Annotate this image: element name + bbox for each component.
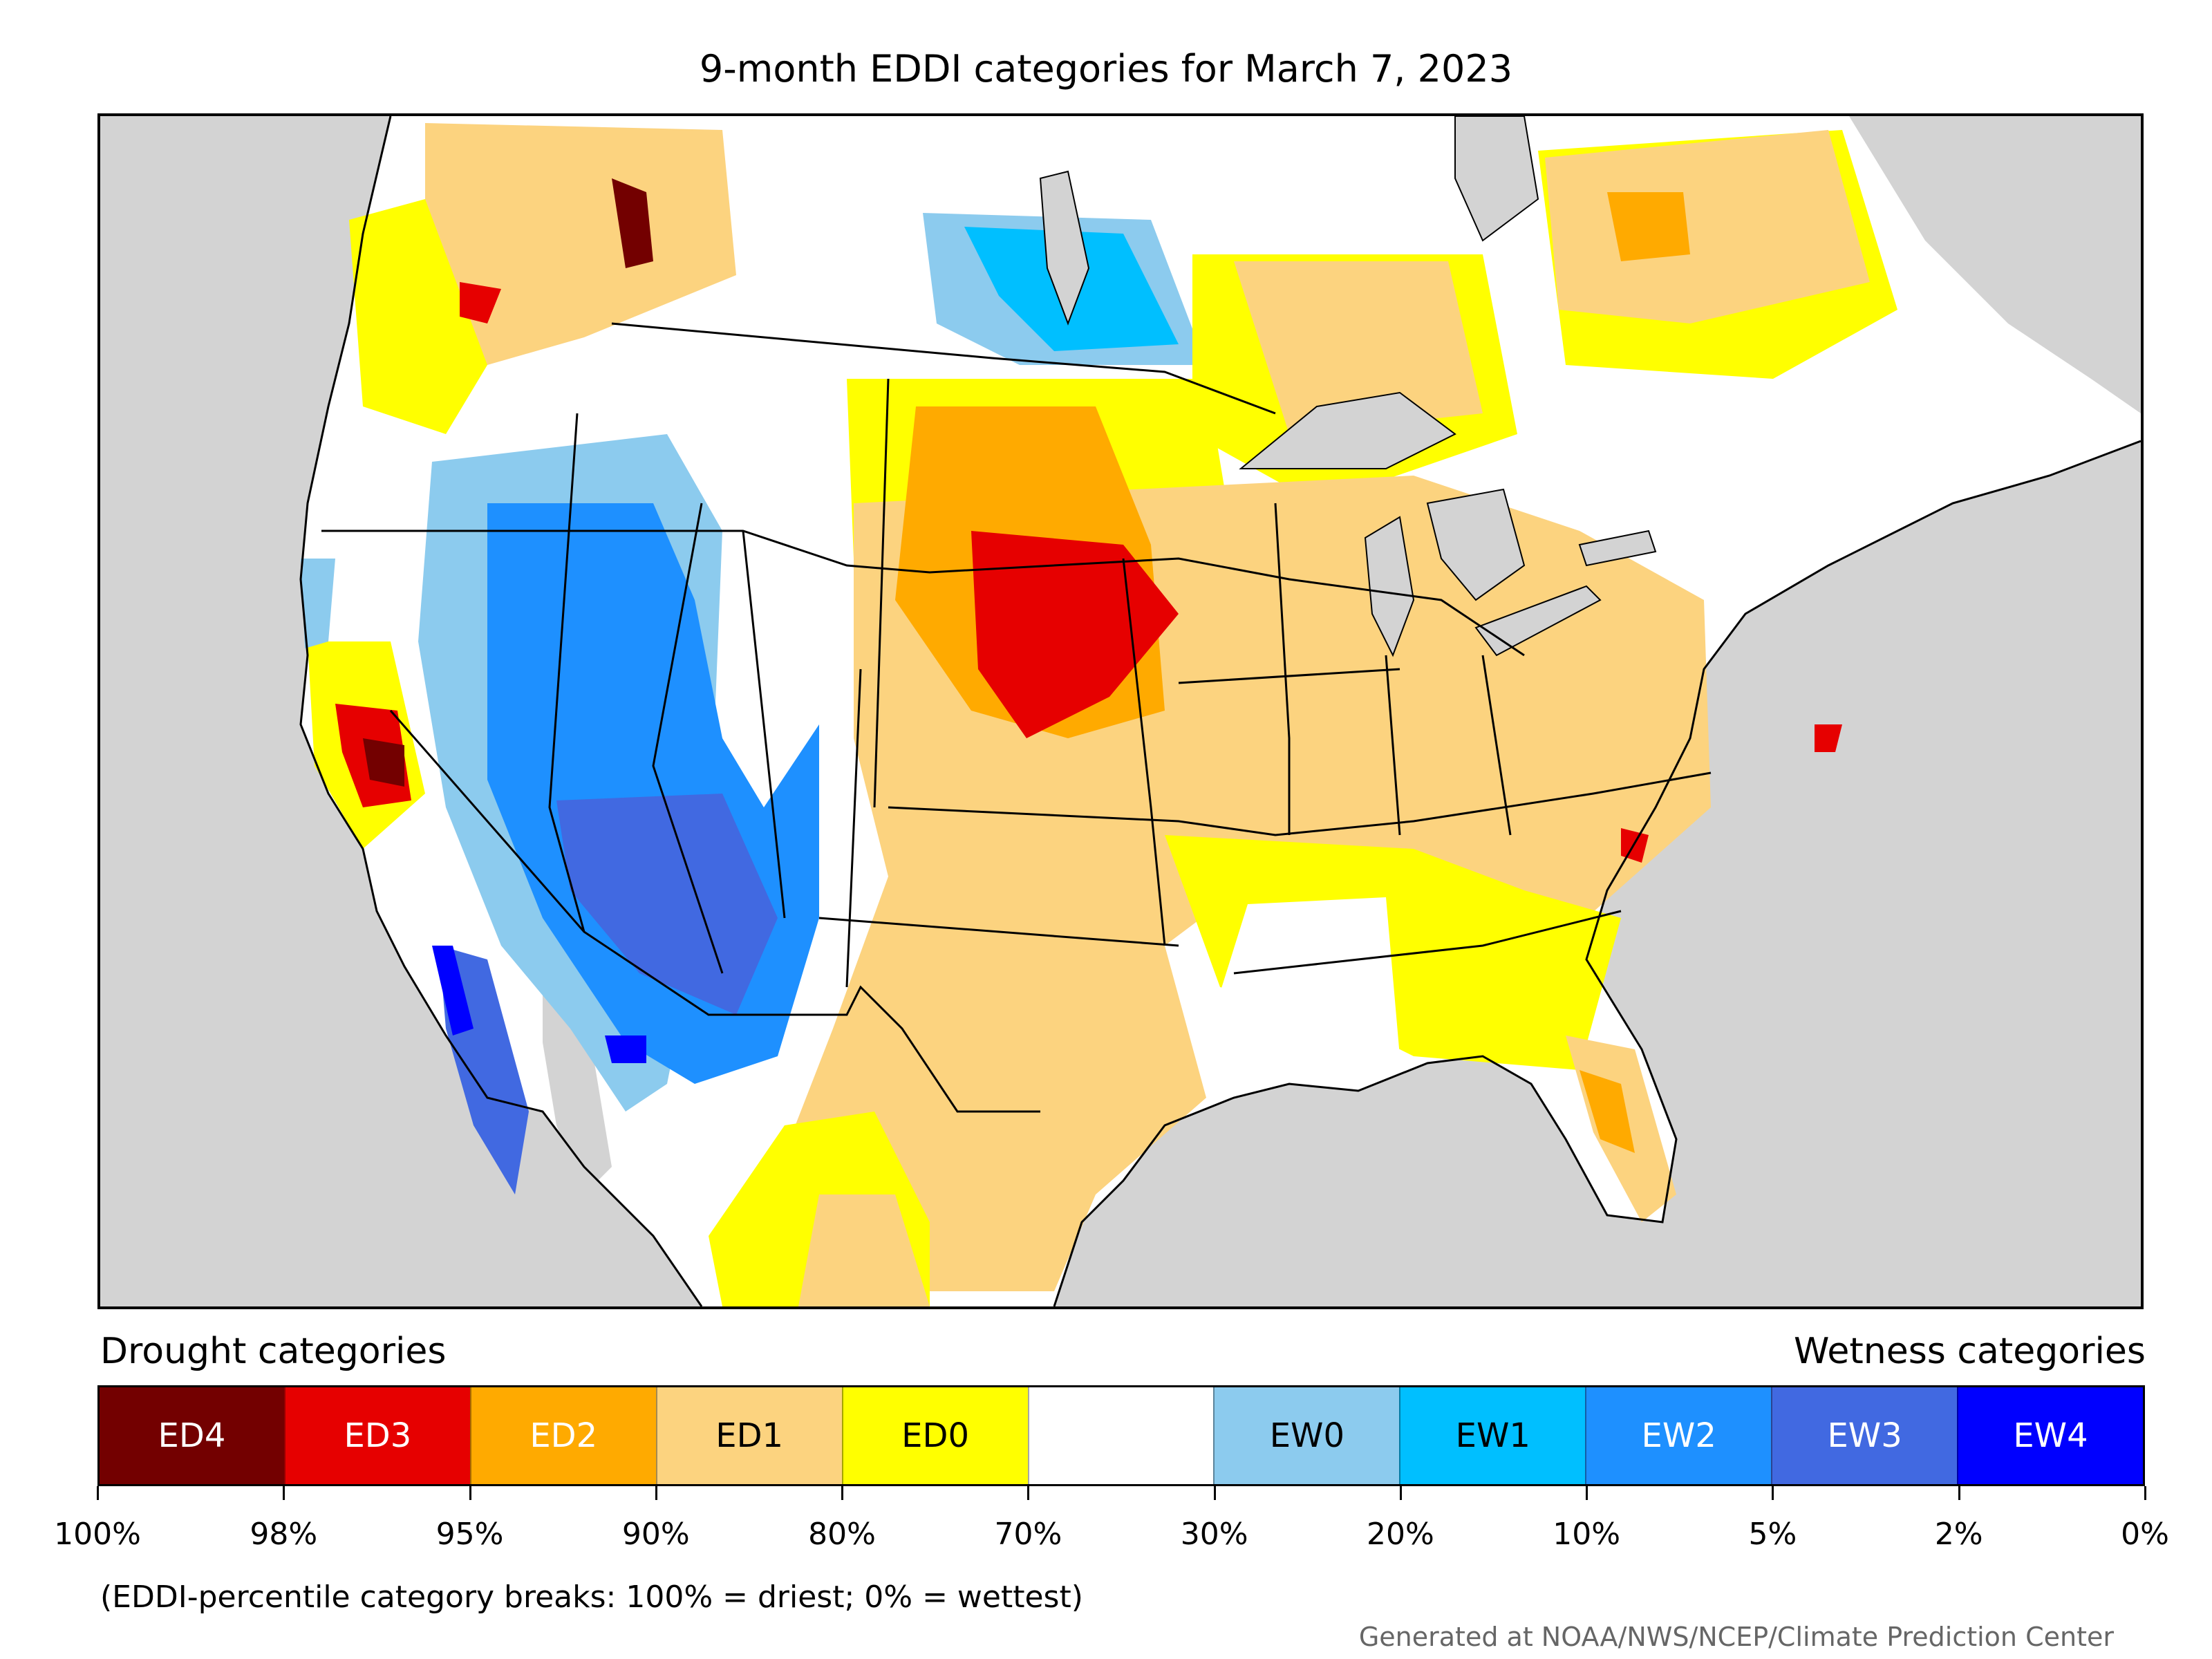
tick-label: 100% xyxy=(54,1517,141,1552)
state-boundaries xyxy=(321,322,1712,1113)
tick-label: 98% xyxy=(250,1517,318,1552)
category-ed2: ED2 xyxy=(469,1387,656,1484)
lake-erie xyxy=(1474,585,1602,657)
tick-label: 10% xyxy=(1553,1517,1621,1552)
colorbar-ticks: 100% 98% 95% 90% 80% 70% 30% 20% 10% 5% … xyxy=(54,1486,2169,1552)
tick-label: 95% xyxy=(435,1517,504,1552)
tick-mark xyxy=(1213,1486,1216,1500)
category-ed3: ED3 xyxy=(283,1387,470,1484)
lake-ontario xyxy=(1578,529,1657,567)
tick-mark xyxy=(283,1486,285,1500)
map-title: 9-month EDDI categories for March 7, 202… xyxy=(699,47,1513,91)
category-normal xyxy=(1027,1387,1214,1484)
tick-label: 20% xyxy=(1367,1517,1434,1552)
tick-mark xyxy=(1399,1486,1402,1500)
drought-categories-label: Drought categories xyxy=(100,1331,447,1372)
map-canvas xyxy=(299,116,2141,1306)
tick-mark xyxy=(1772,1486,1774,1500)
tick-mark xyxy=(469,1486,471,1500)
tick-mark xyxy=(2144,1486,2146,1500)
category-ew0: EW0 xyxy=(1213,1387,1400,1484)
category-ew1: EW1 xyxy=(1399,1387,1586,1484)
tick-label: 30% xyxy=(1180,1517,1248,1552)
tick-mark xyxy=(655,1486,657,1500)
category-breaks-note: (EDDI-percentile category breaks: 100% =… xyxy=(100,1580,1083,1615)
tick-label: 2% xyxy=(1934,1517,1983,1552)
tick-label: 80% xyxy=(808,1517,876,1552)
eddi-map xyxy=(97,113,2144,1309)
lake-superior xyxy=(1239,391,1456,469)
category-ed1: ED1 xyxy=(655,1387,842,1484)
tick-mark xyxy=(97,1486,99,1500)
credit-line: Generated at NOAA/NWS/NCEP/Climate Predi… xyxy=(1358,1622,2114,1652)
tick-label: 5% xyxy=(1748,1517,1797,1552)
wetness-categories-label: Wetness categories xyxy=(1794,1331,2146,1372)
tick-mark xyxy=(1958,1486,1960,1500)
lake-michigan xyxy=(1364,516,1415,657)
tick-label: 70% xyxy=(994,1517,1062,1552)
lakes xyxy=(1039,116,1657,657)
tick-label: 0% xyxy=(2121,1517,2169,1552)
coastline xyxy=(299,116,2141,1306)
category-ew3: EW3 xyxy=(1771,1387,1958,1484)
category-ed0: ED0 xyxy=(841,1387,1028,1484)
category-ed4: ED4 xyxy=(100,1387,284,1484)
category-ew2: EW2 xyxy=(1585,1387,1772,1484)
tick-mark xyxy=(841,1486,844,1500)
lake-huron xyxy=(1426,488,1526,601)
tick-mark xyxy=(1027,1486,1030,1500)
tick-label: 90% xyxy=(621,1517,690,1552)
category-ew4: EW4 xyxy=(1957,1387,2143,1484)
tick-mark xyxy=(1586,1486,1588,1500)
category-colorbar: ED4 ED3 ED2 ED1 ED0 EW0 EW1 EW2 EW3 EW4 xyxy=(97,1385,2145,1486)
lake-winnipeg xyxy=(1039,170,1090,326)
hudson-bay-inlet xyxy=(1454,116,1539,242)
